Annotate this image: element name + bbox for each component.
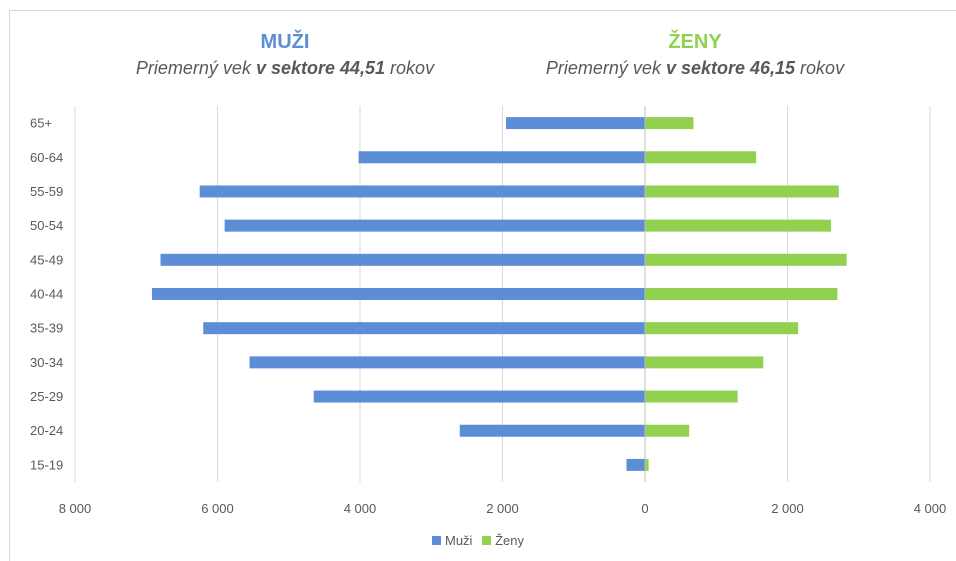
legend-item-muzi: Muži bbox=[432, 533, 472, 548]
legend-label-zeny: Ženy bbox=[495, 533, 524, 548]
legend-item-zeny: Ženy bbox=[482, 533, 524, 548]
y-tick-label: 45-49 bbox=[30, 252, 63, 267]
bar-zeny-45-49 bbox=[645, 253, 847, 266]
legend-swatch-muzi bbox=[432, 536, 441, 545]
legend-label-muzi: Muži bbox=[445, 533, 473, 548]
bar-zeny-60-64 bbox=[645, 151, 757, 164]
frame-border-left bbox=[9, 10, 10, 561]
x-tick-label: 8 000 bbox=[59, 501, 92, 516]
header-muzi: MUŽI Priemerný vek v sektore 44,51 rokov bbox=[105, 30, 465, 80]
bar-zeny-20-24 bbox=[645, 424, 690, 437]
x-tick-label: 4 000 bbox=[914, 501, 947, 516]
bar-zeny-25-29 bbox=[645, 390, 738, 403]
bar-muzi-35-39 bbox=[203, 322, 645, 335]
bar-zeny-40-44 bbox=[645, 288, 838, 300]
bar-muzi-25-29 bbox=[313, 390, 645, 403]
x-tick-label: 2 000 bbox=[771, 501, 804, 516]
header-muzi-subtitle: Priemerný vek v sektore 44,51 rokov bbox=[105, 56, 465, 80]
bar-zeny-30-34 bbox=[645, 356, 764, 369]
y-tick-label: 55-59 bbox=[30, 184, 63, 199]
bar-muzi-20-24 bbox=[459, 424, 645, 437]
bar-muzi-60-64 bbox=[358, 151, 645, 164]
y-tick-label: 65+ bbox=[30, 116, 52, 131]
header-zeny-subtitle: Priemerný vek v sektore 46,15 rokov bbox=[515, 56, 875, 80]
x-tick-label: 2 000 bbox=[486, 501, 519, 516]
y-tick-label: 60-64 bbox=[30, 150, 63, 165]
x-tick-label: 6 000 bbox=[201, 501, 234, 516]
y-tick-label: 50-54 bbox=[30, 218, 63, 233]
legend-swatch-zeny bbox=[482, 536, 492, 545]
bar-zeny-65+ bbox=[645, 117, 694, 130]
x-tick-label: 4 000 bbox=[344, 501, 377, 516]
bar-muzi-65+ bbox=[506, 117, 645, 130]
bar-zeny-15-19 bbox=[645, 458, 649, 471]
header-zeny-sub-suffix: rokov bbox=[795, 58, 845, 78]
header-zeny-sub-bold: v sektore 46,15 bbox=[665, 58, 796, 78]
y-tick-label: 20-24 bbox=[30, 423, 63, 438]
header-zeny: ŽENY Priemerný vek v sektore 46,15 rokov bbox=[515, 30, 875, 80]
y-tick-label: 40-44 bbox=[30, 287, 63, 302]
bar-muzi-50-54 bbox=[224, 219, 645, 232]
bar-muzi-55-59 bbox=[199, 185, 645, 198]
header-zeny-sub-prefix: Priemerný vek bbox=[545, 58, 666, 78]
bar-zeny-55-59 bbox=[645, 185, 839, 198]
x-tick-label: 0 bbox=[641, 501, 648, 516]
header-muzi-sub-suffix: rokov bbox=[385, 58, 435, 78]
header-muzi-sub-bold: v sektore 44,51 bbox=[255, 58, 386, 78]
header-muzi-title: MUŽI bbox=[260, 31, 310, 53]
bar-muzi-45-49 bbox=[160, 253, 645, 266]
bar-zeny-50-54 bbox=[645, 219, 831, 232]
legend: Muži Ženy bbox=[0, 533, 956, 548]
header-muzi-sub-prefix: Priemerný vek bbox=[135, 58, 256, 78]
y-tick-label: 30-34 bbox=[30, 355, 63, 370]
bar-muzi-15-19 bbox=[626, 458, 645, 471]
bar-muzi-30-34 bbox=[249, 356, 645, 369]
bar-zeny-35-39 bbox=[645, 322, 799, 335]
header-zeny-title: ŽENY bbox=[668, 31, 722, 53]
frame-border-top bbox=[9, 10, 956, 11]
y-tick-label: 15-19 bbox=[30, 457, 63, 472]
bar-muzi-40-44 bbox=[151, 288, 645, 300]
y-tick-label: 25-29 bbox=[30, 389, 63, 404]
y-tick-label: 35-39 bbox=[30, 321, 63, 336]
